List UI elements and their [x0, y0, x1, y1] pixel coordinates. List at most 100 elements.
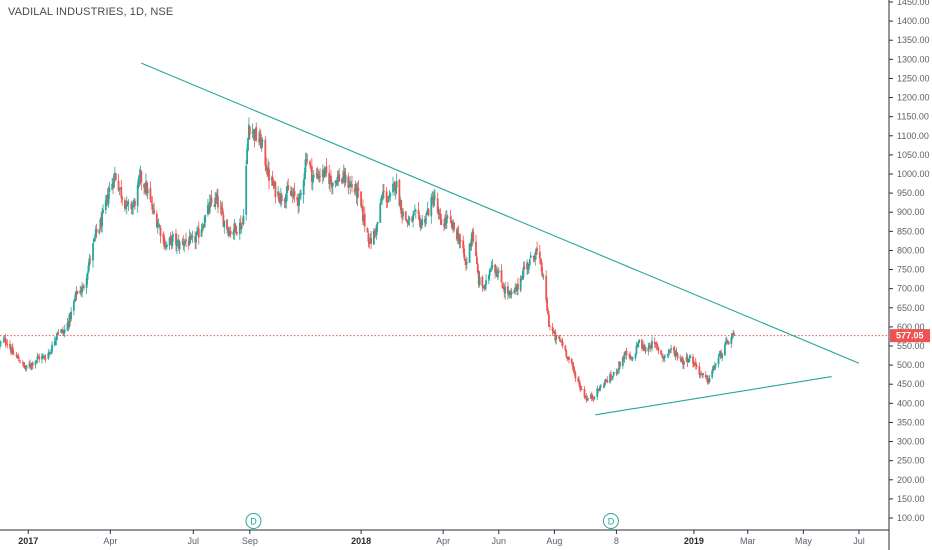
- candle[interactable]: [534, 251, 537, 266]
- candle[interactable]: [718, 350, 721, 357]
- candle[interactable]: [689, 354, 692, 359]
- candle[interactable]: [438, 208, 441, 220]
- candle[interactable]: [92, 242, 94, 268]
- candle[interactable]: [236, 232, 238, 236]
- candle[interactable]: [219, 200, 222, 215]
- candle[interactable]: [507, 281, 509, 300]
- candle[interactable]: [693, 362, 696, 366]
- candle[interactable]: [63, 324, 66, 338]
- candle[interactable]: [227, 226, 229, 237]
- resistance-trendline[interactable]: [141, 62, 860, 364]
- candle[interactable]: [453, 222, 456, 232]
- candle[interactable]: [241, 217, 244, 225]
- candle[interactable]: [62, 326, 64, 336]
- candle[interactable]: [388, 189, 391, 201]
- candle[interactable]: [144, 183, 146, 194]
- candle[interactable]: [401, 208, 404, 224]
- candle[interactable]: [399, 196, 402, 211]
- candle[interactable]: [381, 193, 383, 205]
- candle[interactable]: [259, 129, 262, 149]
- candle[interactable]: [200, 223, 203, 238]
- candle[interactable]: [44, 353, 47, 363]
- candle[interactable]: [568, 355, 570, 364]
- candle[interactable]: [4, 333, 7, 348]
- candle[interactable]: [357, 180, 360, 198]
- candle[interactable]: [272, 179, 275, 190]
- candle[interactable]: [583, 386, 586, 400]
- candle[interactable]: [449, 210, 452, 224]
- candle[interactable]: [136, 181, 139, 213]
- candle[interactable]: [106, 188, 109, 206]
- candle[interactable]: [351, 175, 353, 193]
- candle[interactable]: [334, 180, 337, 188]
- candle[interactable]: [610, 370, 612, 381]
- candle[interactable]: [515, 285, 518, 292]
- candle[interactable]: [532, 255, 535, 263]
- candle[interactable]: [302, 178, 305, 204]
- candle[interactable]: [465, 258, 467, 271]
- candle[interactable]: [405, 219, 408, 223]
- candle[interactable]: [88, 253, 91, 271]
- candle[interactable]: [311, 175, 314, 191]
- candle[interactable]: [638, 338, 641, 344]
- candle[interactable]: [648, 342, 651, 349]
- candle[interactable]: [140, 169, 143, 190]
- candle[interactable]: [481, 275, 484, 292]
- candle[interactable]: [519, 274, 522, 293]
- candle[interactable]: [489, 268, 492, 272]
- candle[interactable]: [273, 180, 276, 189]
- candle[interactable]: [649, 342, 652, 353]
- candle[interactable]: [475, 252, 478, 265]
- candle[interactable]: [105, 194, 108, 207]
- candle[interactable]: [124, 204, 127, 210]
- candle[interactable]: [688, 354, 691, 363]
- candle[interactable]: [392, 176, 394, 196]
- candle[interactable]: [701, 373, 704, 378]
- candle[interactable]: [189, 231, 192, 244]
- candle[interactable]: [175, 228, 177, 252]
- candle[interactable]: [150, 196, 153, 205]
- candle[interactable]: [585, 393, 588, 403]
- candle[interactable]: [521, 270, 524, 280]
- candle[interactable]: [245, 159, 248, 221]
- candle[interactable]: [730, 333, 733, 349]
- candle[interactable]: [573, 366, 576, 376]
- candle[interactable]: [350, 181, 352, 187]
- candle[interactable]: [535, 247, 538, 260]
- candle[interactable]: [471, 228, 474, 247]
- candle[interactable]: [19, 359, 21, 364]
- candle[interactable]: [341, 177, 343, 185]
- candle[interactable]: [31, 361, 34, 370]
- candle[interactable]: [540, 258, 543, 277]
- candle[interactable]: [733, 331, 735, 336]
- candle[interactable]: [372, 228, 375, 245]
- candle[interactable]: [444, 214, 446, 230]
- candle[interactable]: [501, 282, 504, 289]
- candle[interactable]: [472, 227, 475, 244]
- candle[interactable]: [217, 188, 219, 214]
- support-trendline[interactable]: [595, 376, 832, 416]
- candle[interactable]: [572, 361, 575, 374]
- candle[interactable]: [459, 233, 462, 249]
- candle[interactable]: [3, 335, 6, 343]
- candle[interactable]: [622, 354, 625, 362]
- candle[interactable]: [87, 261, 90, 274]
- candle[interactable]: [529, 251, 532, 259]
- candle[interactable]: [604, 378, 607, 385]
- candle[interactable]: [169, 232, 172, 244]
- candle[interactable]: [23, 362, 26, 370]
- candle[interactable]: [349, 176, 352, 195]
- candle[interactable]: [194, 231, 197, 250]
- candle[interactable]: [469, 242, 472, 251]
- candle[interactable]: [176, 239, 179, 242]
- candle[interactable]: [681, 355, 683, 362]
- candle[interactable]: [323, 165, 326, 178]
- candle[interactable]: [661, 353, 663, 359]
- candle[interactable]: [131, 201, 134, 215]
- candle[interactable]: [119, 187, 122, 190]
- candle[interactable]: [445, 209, 448, 230]
- candle[interactable]: [517, 277, 519, 296]
- candle[interactable]: [247, 137, 249, 152]
- candle[interactable]: [54, 337, 57, 346]
- candle[interactable]: [171, 231, 174, 249]
